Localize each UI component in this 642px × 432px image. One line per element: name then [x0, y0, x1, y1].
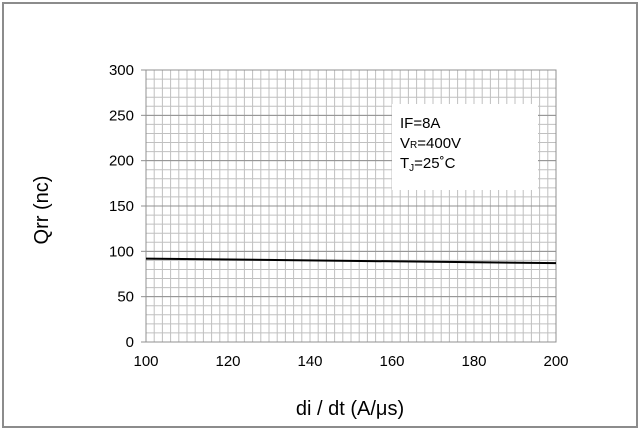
- y-axis-title: Qrr (nc): [31, 176, 53, 245]
- plot-border: [145, 69, 557, 343]
- x-tick-label: 140: [297, 353, 322, 370]
- y-tick-label: 0: [126, 334, 134, 351]
- condition-vr-sub: R: [410, 140, 417, 151]
- x-tick-label: 100: [133, 353, 158, 370]
- condition-if: IF=8A: [400, 115, 440, 132]
- y-tick-label: 150: [109, 198, 134, 215]
- y-tick-labels: 0 50 100 150 200 250 300: [109, 62, 134, 351]
- condition-tj: TJ=25˚C: [400, 155, 456, 174]
- condition-tj-main: T: [400, 155, 409, 172]
- condition-tj-rest: =25˚C: [414, 155, 455, 172]
- condition-vr-main: V: [400, 135, 410, 152]
- x-tick-label: 120: [215, 353, 240, 370]
- conditions-box-bg: [392, 104, 538, 190]
- y-tick-label: 300: [109, 62, 134, 79]
- y-tick-label: 50: [117, 289, 134, 306]
- condition-tj-sub: J: [409, 163, 414, 174]
- x-axis-title: di / dt (A/μs): [296, 398, 404, 420]
- condition-vr-rest: =400V: [417, 135, 461, 152]
- y-tick-label: 100: [109, 243, 134, 260]
- y-tick-label: 200: [109, 153, 134, 170]
- x-tick-label: 200: [543, 353, 568, 370]
- x-tick-labels: 100 120 140 160 180 200: [133, 353, 568, 370]
- y-tick-label: 250: [109, 107, 134, 124]
- x-tick-label: 180: [461, 353, 486, 370]
- conditions-box: IF=8A VR=400V TJ=25˚C: [392, 104, 538, 190]
- axes: [141, 69, 557, 343]
- series-line: [145, 257, 557, 265]
- condition-vr: VR=400V: [400, 135, 461, 152]
- x-tick-label: 160: [379, 353, 404, 370]
- series-group: [145, 257, 557, 265]
